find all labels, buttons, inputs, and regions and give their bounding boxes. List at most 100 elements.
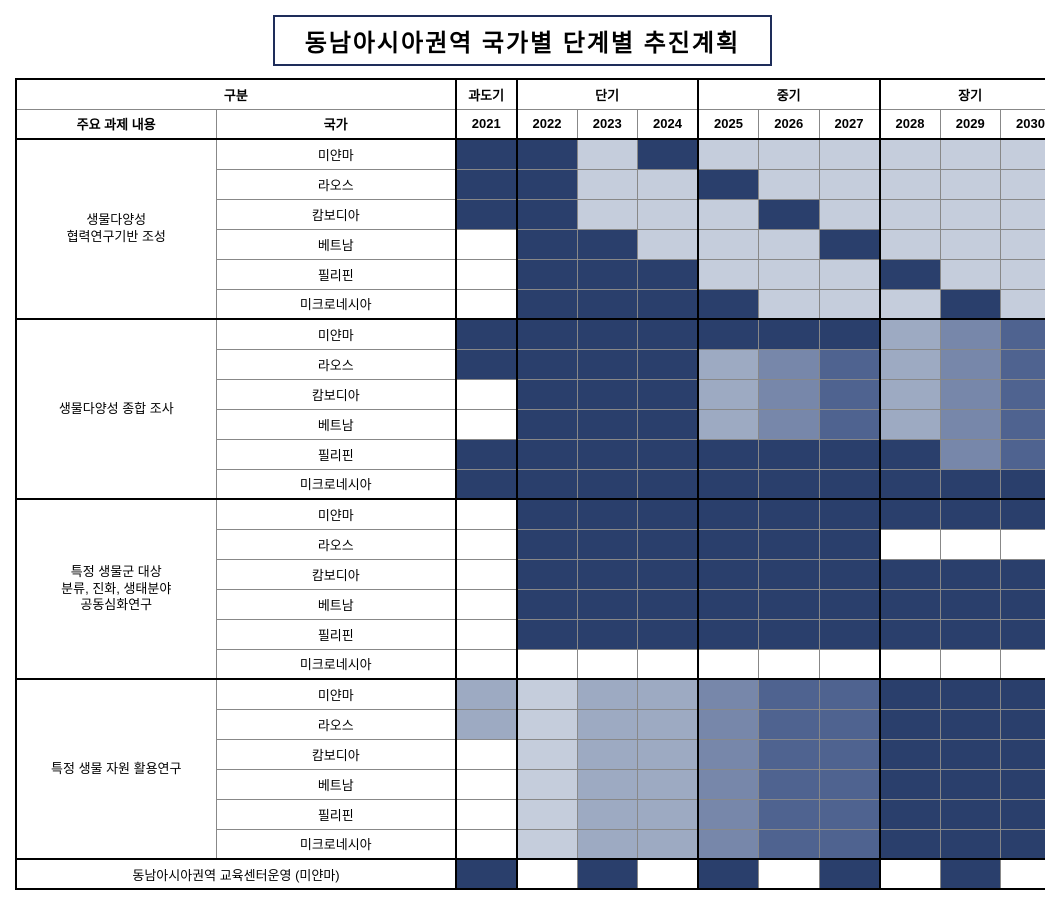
country-label: 미크로네시아 [216,829,456,859]
heatmap-cell [456,409,517,439]
heatmap-cell [940,799,1001,829]
heatmap-cell [1001,649,1045,679]
heatmap-cell [1001,769,1045,799]
country-label: 필리핀 [216,259,456,289]
heatmap-cell [940,229,1001,259]
heatmap-cell [1001,349,1045,379]
heatmap-cell [940,139,1001,169]
heatmap-cell [456,829,517,859]
heatmap-cell [517,769,578,799]
country-label: 미얀마 [216,319,456,349]
heatmap-cell [517,589,578,619]
heatmap-cell [1001,499,1045,529]
header-task: 주요 과제 내용 [16,109,216,139]
country-label: 라오스 [216,709,456,739]
heatmap-cell [638,859,699,889]
heatmap-cell [638,319,699,349]
heatmap-cell [577,859,638,889]
heatmap-cell [638,739,699,769]
heatmap-cell [759,469,820,499]
heatmap-cell [698,439,759,469]
heatmap-cell [880,709,941,739]
heatmap-cell [940,289,1001,319]
heatmap-cell [577,559,638,589]
heatmap-cell [880,289,941,319]
heatmap-cell [940,859,1001,889]
heatmap-cell [880,439,941,469]
heatmap-cell [698,649,759,679]
heatmap-cell [698,409,759,439]
heatmap-cell [638,349,699,379]
heatmap-cell [517,499,578,529]
header-year: 2023 [577,109,638,139]
heatmap-cell [880,139,941,169]
heatmap-cell [577,409,638,439]
country-label: 미크로네시아 [216,289,456,319]
heatmap-cell [577,529,638,559]
heatmap-cell [456,289,517,319]
heatmap-cell [517,619,578,649]
heatmap-cell [456,529,517,559]
heatmap-cell [819,139,880,169]
heatmap-cell [577,439,638,469]
document-title: 동남아시아권역 국가별 단계별 추진계획 [273,15,772,66]
heatmap-cell [1001,169,1045,199]
heatmap-cell [577,229,638,259]
heatmap-cell [456,439,517,469]
heatmap-cell [759,409,820,439]
heatmap-cell [759,319,820,349]
heatmap-cell [698,199,759,229]
heatmap-cell [1001,229,1045,259]
heatmap-cell [577,799,638,829]
country-label: 베트남 [216,769,456,799]
heatmap-cell [577,259,638,289]
plan-table: 구분과도기단기중기장기주요 과제 내용국가2021202220232024202… [15,78,1045,890]
heatmap-cell [638,199,699,229]
heatmap-cell [698,379,759,409]
header-category: 구분 [16,79,456,109]
heatmap-cell [1001,829,1045,859]
heatmap-cell [759,139,820,169]
heatmap-cell [456,349,517,379]
heatmap-cell [940,739,1001,769]
heatmap-cell [880,469,941,499]
heatmap-cell [819,559,880,589]
heatmap-cell [577,169,638,199]
heatmap-cell [456,649,517,679]
heatmap-cell [456,469,517,499]
heatmap-cell [698,559,759,589]
heatmap-cell [759,619,820,649]
heatmap-cell [517,859,578,889]
heatmap-cell [517,709,578,739]
country-label: 베트남 [216,589,456,619]
heatmap-cell [698,829,759,859]
heatmap-cell [456,139,517,169]
header-year: 2029 [940,109,1001,139]
heatmap-cell [577,679,638,709]
heatmap-cell [880,559,941,589]
heatmap-cell [577,469,638,499]
heatmap-cell [517,259,578,289]
heatmap-cell [638,409,699,439]
heatmap-cell [698,859,759,889]
heatmap-cell [1001,559,1045,589]
heatmap-cell [940,319,1001,349]
heatmap-cell [759,439,820,469]
header-year: 2024 [638,109,699,139]
heatmap-cell [759,529,820,559]
heatmap-cell [577,829,638,859]
heatmap-cell [456,559,517,589]
heatmap-cell [517,169,578,199]
country-label: 미얀마 [216,139,456,169]
heatmap-cell [1001,139,1045,169]
task-label: 특정 생물군 대상분류, 진화, 생태분야공동심화연구 [16,499,216,679]
heatmap-cell [759,259,820,289]
heatmap-cell [577,619,638,649]
heatmap-cell [940,379,1001,409]
heatmap-cell [759,229,820,259]
heatmap-cell [456,169,517,199]
heatmap-cell [819,799,880,829]
heatmap-cell [940,529,1001,559]
country-label: 필리핀 [216,799,456,829]
heatmap-cell [940,259,1001,289]
